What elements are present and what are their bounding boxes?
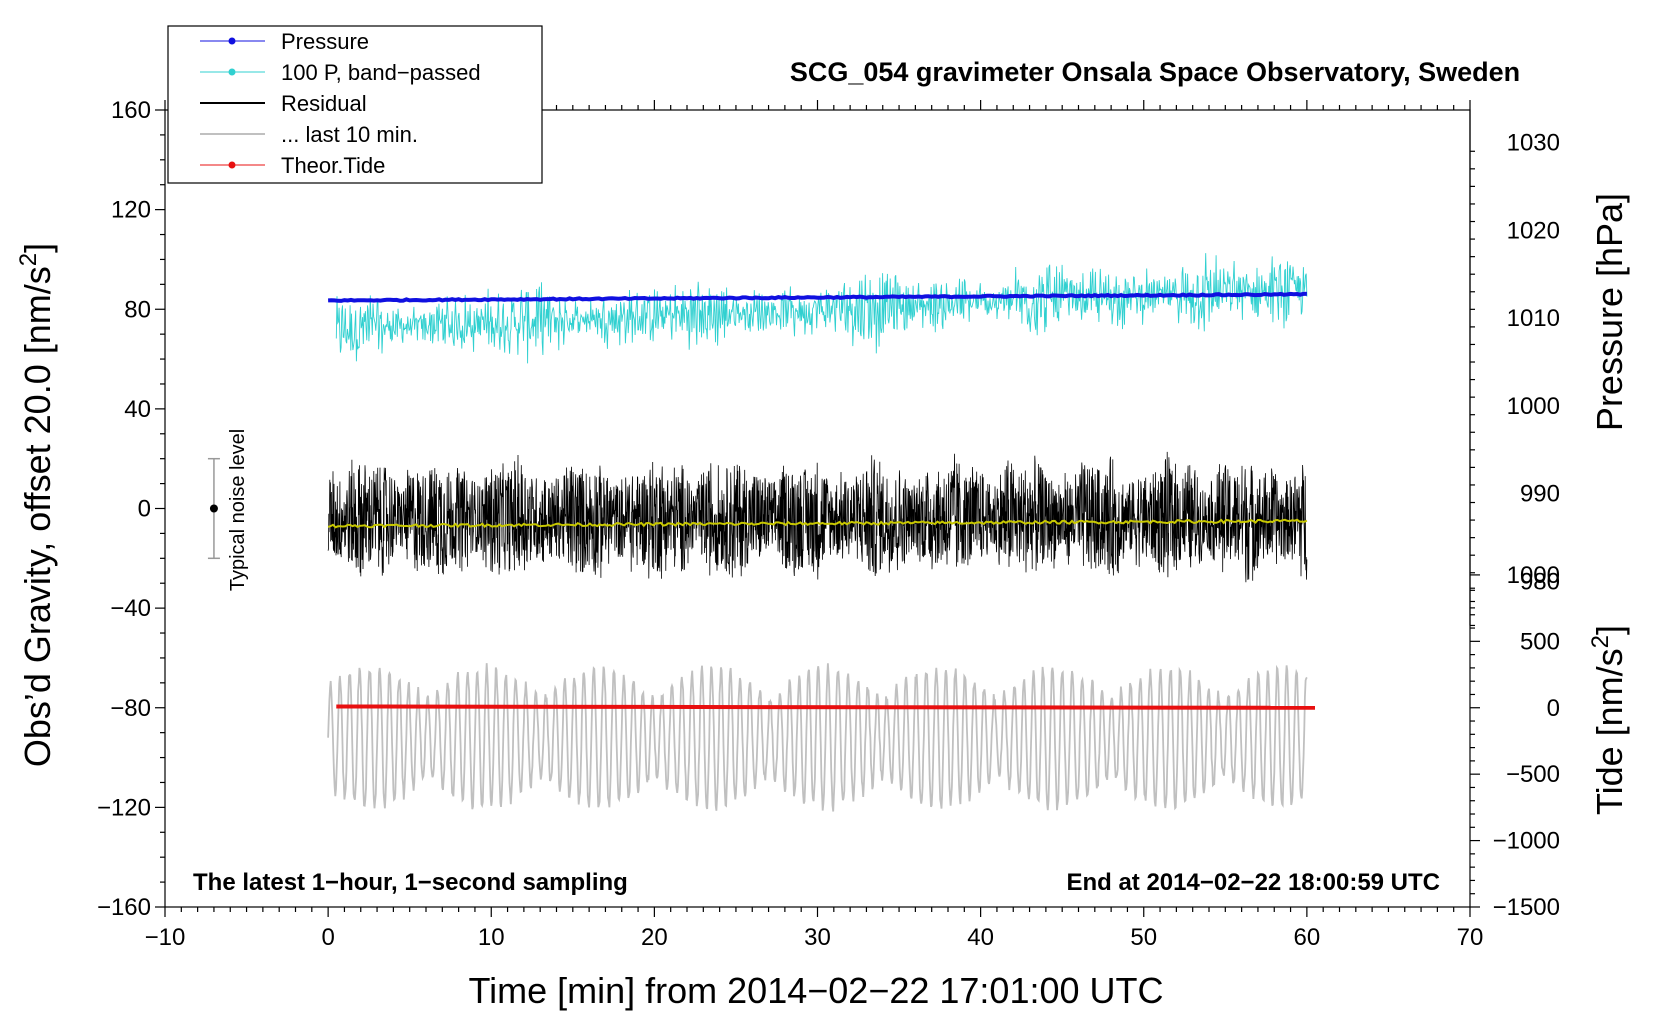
x-tick-label: 60 — [1294, 924, 1321, 951]
x-axis: −10 0 10 20 30 40 50 60 70 — [145, 100, 1484, 951]
y-tick-label: −120 — [97, 794, 151, 821]
series-last-10-min — [327, 663, 1308, 812]
tide-tick-label: −1000 — [1493, 828, 1560, 855]
y-axis-left-label: Obs’d Gravity, offset 20.0 [nm/s2] — [15, 243, 58, 767]
last-10-min-line — [327, 663, 1308, 812]
residual-smoothed-line — [327, 518, 1308, 529]
pressure-tick-label: 990 — [1520, 481, 1560, 508]
x-tick-label: 70 — [1457, 924, 1484, 951]
x-tick-label: 30 — [804, 924, 831, 951]
legend-swatch-dot — [228, 161, 236, 169]
x-tick-label: 40 — [967, 924, 994, 951]
pressure-line — [328, 291, 1307, 303]
theor-tide-line — [336, 704, 1316, 710]
pressure-tick-label: 1010 — [1507, 305, 1560, 332]
y-tick-label: 120 — [111, 197, 151, 224]
y-axis-tide-label: Tide [nm/s2] — [1587, 625, 1630, 815]
series-residual — [327, 451, 1308, 583]
x-tick-label: 50 — [1130, 924, 1157, 951]
noise-point — [209, 504, 218, 513]
series-theor-tide — [336, 704, 1316, 710]
pressure-tick-label: 1000 — [1507, 393, 1560, 420]
y-tick-label: 80 — [124, 296, 151, 323]
footer-left: The latest 1−hour, 1−second sampling — [193, 869, 628, 896]
legend-label: Residual — [281, 91, 367, 116]
x-axis-label: Time [min] from 2014−02−22 17:01:00 UTC — [468, 970, 1163, 1011]
y-axis-pressure-label: Pressure [hPa] — [1589, 193, 1630, 431]
y-axis-tide: 1000 500 0 −500 −1000 −1500 — [1470, 562, 1560, 921]
residual-line — [327, 451, 1308, 583]
tide-tick-label: 1000 — [1507, 562, 1560, 589]
y-tick-label: −160 — [97, 894, 151, 921]
x-tick-label: 0 — [321, 924, 334, 951]
series-pressure — [328, 291, 1307, 303]
legend-label: ... last 10 min. — [281, 122, 418, 147]
pressure-tick-label: 1030 — [1507, 129, 1560, 156]
legend-label: 100 P, band−passed — [281, 60, 481, 85]
y-tick-label: −80 — [110, 695, 151, 722]
tide-tick-label: −500 — [1506, 761, 1560, 788]
series-band-passed — [335, 253, 1308, 364]
y-tick-label: −40 — [110, 595, 151, 622]
series-residual-smoothed — [327, 518, 1308, 529]
y-axis-left: 160 120 80 40 0 −40 −80 −120 −160 — [97, 97, 165, 921]
x-tick-label: 10 — [478, 924, 505, 951]
y-tick-label: 40 — [124, 396, 151, 423]
legend-swatch-dot — [228, 68, 236, 76]
x-tick-label: 20 — [641, 924, 668, 951]
legend-box — [167, 25, 543, 184]
y-tick-label: 0 — [138, 496, 151, 523]
noise-level-indicator — [207, 457, 220, 560]
pressure-tick-label: 980 — [1520, 569, 1560, 596]
legend: Pressure 100 P, band−passed Residual ... la… — [167, 25, 543, 184]
pressure-tick-label: 1020 — [1507, 217, 1560, 244]
tide-tick-label: −1500 — [1493, 894, 1560, 921]
x-tick-label: −10 — [145, 924, 186, 951]
legend-label: Pressure — [281, 29, 369, 54]
tide-tick-label: 0 — [1547, 695, 1560, 722]
y-tick-label: 160 — [111, 97, 151, 124]
chart-title: SCG_054 gravimeter Onsala Space Observat… — [790, 57, 1520, 87]
band-passed-line — [335, 253, 1308, 364]
noise-level-label: Typical noise level — [227, 429, 249, 591]
footer-right: End at 2014−02−22 18:00:59 UTC — [1066, 869, 1440, 896]
legend-label: Theor.Tide — [281, 153, 385, 178]
legend-swatch-dot — [228, 37, 236, 45]
tide-tick-label: 500 — [1520, 628, 1560, 655]
y-axis-pressure: 1030 1020 1010 1000 990 980 — [1469, 110, 1560, 627]
